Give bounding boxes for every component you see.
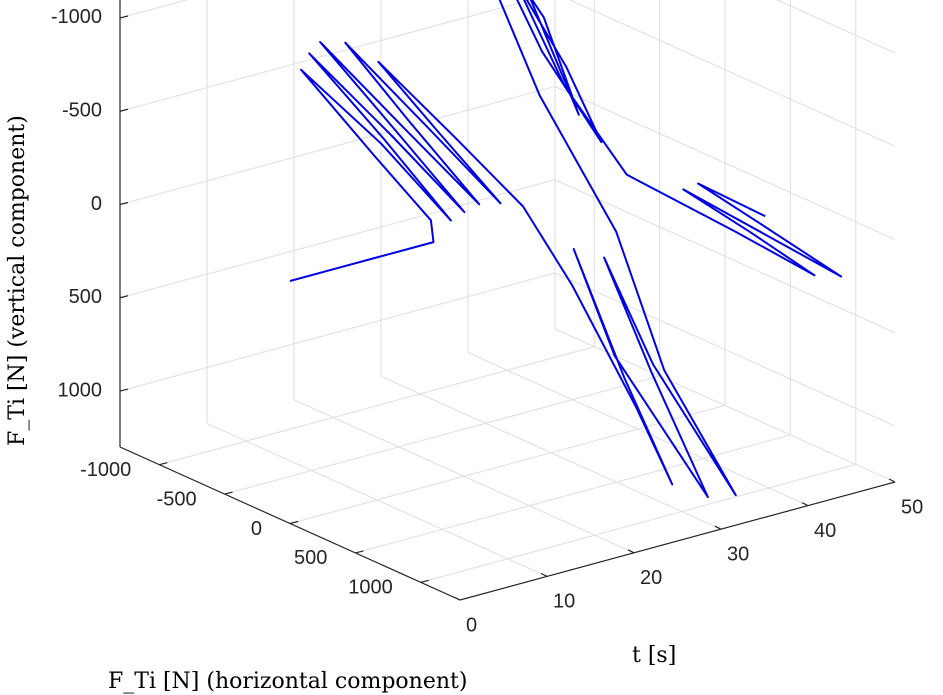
y-tick-label: -1000 bbox=[80, 459, 131, 481]
x-tick-mark bbox=[714, 525, 722, 530]
y-tick-mark bbox=[224, 491, 233, 495]
side-wall-gridline bbox=[568, 0, 896, 147]
back-wall-gridline bbox=[119, 0, 189, 19]
z-tick-label: 0 bbox=[91, 193, 102, 215]
x-tick-label: 40 bbox=[814, 520, 836, 542]
back-wall-gridline bbox=[119, 0, 532, 112]
floor-gridline bbox=[289, 405, 726, 524]
x-tick-mark bbox=[540, 572, 548, 577]
z-tick-mark bbox=[119, 388, 129, 392]
z-tick-mark bbox=[119, 15, 129, 19]
floor-gridline bbox=[159, 346, 595, 466]
floor-gridline bbox=[224, 375, 660, 495]
z-tick-mark bbox=[119, 201, 129, 206]
axis-labels: t [s] F_Ti [N] (horizontal component) F_… bbox=[5, 115, 676, 694]
back-wall-gridline bbox=[119, 179, 556, 299]
side-wall-gridline bbox=[554, 86, 896, 240]
tick-labels: 0 10 20 30 40 50 -1000 -500 0 500 1000 -1000 -500 0 50… bbox=[51, 6, 923, 636]
z-tick-mark bbox=[119, 108, 129, 112]
z-tick-label: -500 bbox=[62, 100, 102, 122]
x-tick-label: 30 bbox=[727, 543, 749, 565]
side-wall-gridline bbox=[776, 0, 896, 54]
x-tick-label: 10 bbox=[553, 591, 575, 613]
series-line bbox=[289, 0, 843, 499]
y-tick-mark bbox=[355, 550, 364, 554]
x-tick-mark bbox=[453, 596, 461, 601]
y-tick-label: 500 bbox=[294, 547, 327, 569]
side-wall-gridline bbox=[554, 272, 896, 427]
floor-gridline bbox=[355, 434, 791, 554]
x-tick-mark bbox=[888, 478, 896, 483]
x-axis-line bbox=[459, 481, 896, 601]
z-tick-label: -1000 bbox=[51, 6, 102, 28]
y-tick-mark bbox=[289, 520, 299, 525]
back-wall-gridline bbox=[119, 86, 556, 205]
y-tick-label: 0 bbox=[251, 518, 262, 540]
floor-gridline bbox=[420, 463, 856, 583]
axes bbox=[119, 0, 896, 601]
x-tick-label: 0 bbox=[466, 614, 477, 636]
x-axis-label: t [s] bbox=[632, 643, 676, 668]
x-tick-label: 20 bbox=[640, 567, 662, 589]
z-axis-label: F_Ti [N] (vertical component) bbox=[5, 115, 30, 446]
z-tick-label: 500 bbox=[69, 286, 102, 308]
z-tick-mark bbox=[119, 295, 129, 299]
side-wall-gridline bbox=[554, 179, 896, 334]
x-tick-mark bbox=[801, 502, 809, 507]
x-tick-mark bbox=[627, 549, 635, 554]
y-tick-mark bbox=[420, 579, 429, 583]
y-tick-label: -500 bbox=[157, 488, 197, 510]
y-tick-label: 1000 bbox=[348, 577, 393, 599]
grid bbox=[119, 0, 896, 601]
z-tick-label: 1000 bbox=[58, 379, 103, 401]
back-wall-gridline bbox=[119, 272, 556, 392]
x-tick-label: 50 bbox=[901, 496, 923, 518]
y-axis-label: F_Ti [N] (horizontal component) bbox=[108, 669, 467, 694]
y-tick-mark bbox=[159, 462, 168, 466]
